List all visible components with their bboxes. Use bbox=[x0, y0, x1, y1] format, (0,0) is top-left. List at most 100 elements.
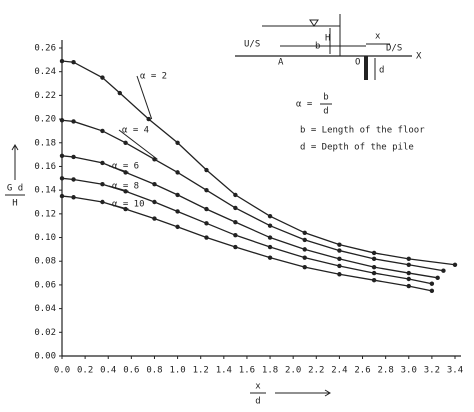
point bbox=[71, 60, 76, 65]
label-leader bbox=[108, 165, 129, 173]
curve bbox=[61, 155, 438, 279]
inset-label: A bbox=[278, 58, 284, 68]
point bbox=[371, 277, 377, 283]
y-tick-label: 0.00 bbox=[34, 352, 56, 362]
x-tick-label: 0.8 bbox=[146, 366, 162, 376]
point bbox=[435, 275, 440, 281]
point bbox=[175, 209, 180, 214]
y-label-arrow bbox=[11, 144, 19, 180]
label-leader bbox=[108, 185, 129, 192]
point bbox=[59, 118, 65, 123]
label-leader bbox=[108, 203, 129, 210]
x-label-den: d bbox=[255, 397, 260, 407]
curve-label: α = 2 bbox=[140, 72, 167, 82]
y-tick-label: 0.16 bbox=[34, 162, 56, 172]
y-tick-label: 0.14 bbox=[34, 186, 56, 196]
y-label-den: H bbox=[12, 199, 17, 209]
water-symbol bbox=[309, 19, 319, 27]
curve bbox=[61, 119, 444, 272]
point bbox=[371, 256, 377, 262]
x-tick-label: 3.0 bbox=[401, 366, 417, 376]
inset-label: U/S bbox=[244, 40, 260, 50]
point bbox=[204, 187, 209, 193]
point bbox=[337, 256, 342, 262]
inset-label: x bbox=[375, 32, 381, 42]
alpha-den: d bbox=[323, 107, 328, 117]
point bbox=[406, 283, 411, 289]
y-tick-label: 0.04 bbox=[34, 304, 56, 314]
point bbox=[337, 242, 342, 247]
curve bbox=[61, 177, 433, 285]
x-tick-label: 0.2 bbox=[77, 366, 93, 376]
point bbox=[233, 205, 238, 211]
label-leader bbox=[136, 75, 153, 120]
note: d = Depth of the pile bbox=[300, 143, 414, 153]
point bbox=[123, 140, 128, 145]
point bbox=[71, 119, 76, 124]
point bbox=[452, 262, 458, 267]
curve bbox=[61, 195, 433, 292]
point bbox=[175, 140, 180, 145]
curve-label: α = 10 bbox=[112, 200, 145, 210]
curve-label: α = 8 bbox=[112, 182, 139, 192]
y-tick-label: 0.12 bbox=[34, 209, 56, 219]
x-tick-label: 2.2 bbox=[308, 366, 324, 376]
point bbox=[302, 230, 307, 235]
point bbox=[100, 128, 105, 134]
point bbox=[59, 153, 65, 158]
point bbox=[302, 237, 307, 243]
y-tick-label: 0.06 bbox=[34, 280, 56, 290]
point bbox=[406, 276, 411, 282]
inset-label: D/S bbox=[386, 44, 402, 54]
x-tick-label: 3.4 bbox=[447, 366, 463, 376]
point bbox=[100, 199, 105, 205]
y-tick-label: 0.08 bbox=[34, 257, 56, 267]
x-tick-label: 0.4 bbox=[100, 366, 116, 376]
point bbox=[302, 264, 307, 270]
x-tick-label: 0.0 bbox=[54, 366, 70, 376]
y-label-num: G d bbox=[7, 184, 23, 194]
point bbox=[233, 232, 238, 238]
curve-label: α = 6 bbox=[112, 162, 139, 172]
point bbox=[146, 116, 151, 122]
point bbox=[100, 182, 105, 187]
point bbox=[204, 167, 209, 173]
alpha-note: α = bbox=[296, 100, 313, 110]
point bbox=[267, 255, 273, 260]
point bbox=[152, 216, 157, 221]
x-tick-label: 1.0 bbox=[169, 366, 185, 376]
point bbox=[71, 177, 76, 182]
x-tick-label: 1.6 bbox=[239, 366, 255, 376]
point bbox=[100, 160, 105, 166]
point bbox=[71, 154, 76, 160]
x-tick-label: 1.8 bbox=[262, 366, 278, 376]
point bbox=[441, 268, 446, 273]
point bbox=[59, 176, 65, 181]
x-tick-label: 3.2 bbox=[424, 366, 440, 376]
point bbox=[204, 221, 209, 226]
point bbox=[152, 199, 157, 205]
alpha-num: b bbox=[323, 93, 328, 103]
inset-label: X bbox=[416, 52, 422, 62]
inset-label: O bbox=[355, 58, 360, 68]
x-tick-label: 2.8 bbox=[378, 366, 394, 376]
point bbox=[337, 272, 342, 277]
y-tick-label: 0.26 bbox=[34, 44, 56, 54]
point bbox=[117, 90, 122, 96]
x-tick-label: 1.4 bbox=[216, 366, 232, 376]
pile bbox=[364, 56, 368, 80]
y-tick-label: 0.20 bbox=[34, 115, 56, 125]
x-tick-label: 1.2 bbox=[193, 366, 209, 376]
point bbox=[371, 264, 377, 270]
point bbox=[233, 192, 238, 198]
point bbox=[204, 235, 209, 240]
point bbox=[71, 195, 76, 200]
point bbox=[406, 270, 411, 276]
point bbox=[371, 270, 377, 276]
point bbox=[233, 244, 238, 250]
y-tick-label: 0.10 bbox=[34, 233, 56, 243]
point bbox=[175, 192, 180, 198]
point bbox=[59, 58, 65, 64]
point bbox=[204, 206, 209, 212]
y-tick-label: 0.18 bbox=[34, 138, 56, 148]
